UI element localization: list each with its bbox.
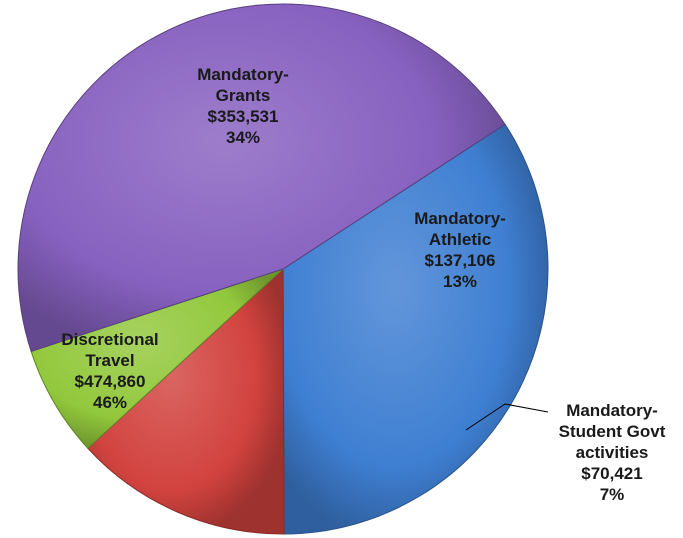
slice-label-athletic: Athletic	[429, 230, 491, 249]
slice-percent-athletic: 13%	[443, 272, 477, 291]
slice-label-student-govt: Student Govt	[559, 422, 666, 441]
slice-label-student-govt: Mandatory-	[566, 401, 658, 420]
slice-value-athletic: $137,106	[425, 251, 496, 270]
slice-percent-student-govt: 7%	[600, 485, 625, 504]
slice-label-student-govt: activities	[576, 443, 649, 462]
slice-label-discretional-travel: Travel	[85, 351, 134, 370]
slice-value-student-govt: $70,421	[581, 464, 642, 483]
slice-student-govt	[30, 268, 284, 450]
slice-value-discretional-travel: $474,860	[75, 372, 146, 391]
slice-value-grants: $353,531	[208, 107, 279, 126]
slice-label-athletic: Mandatory-	[414, 209, 506, 228]
slice-athletic	[87, 267, 285, 535]
slice-percent-discretional-travel: 46%	[93, 393, 127, 412]
slice-labels: Mandatory- Grants $353,531 34% Mandatory- Ath…	[61, 65, 665, 504]
slice-percent-grants: 34%	[226, 128, 260, 147]
slice-grants	[282, 123, 549, 535]
pie-slices	[17, 3, 549, 535]
slice-label-grants: Mandatory-	[197, 65, 289, 84]
slice-discretional-travel	[17, 3, 506, 353]
slice-label-grants: Grants	[216, 86, 271, 105]
slice-label-discretional-travel: Discretional	[61, 330, 158, 349]
leader-line-student-govt	[465, 403, 549, 431]
